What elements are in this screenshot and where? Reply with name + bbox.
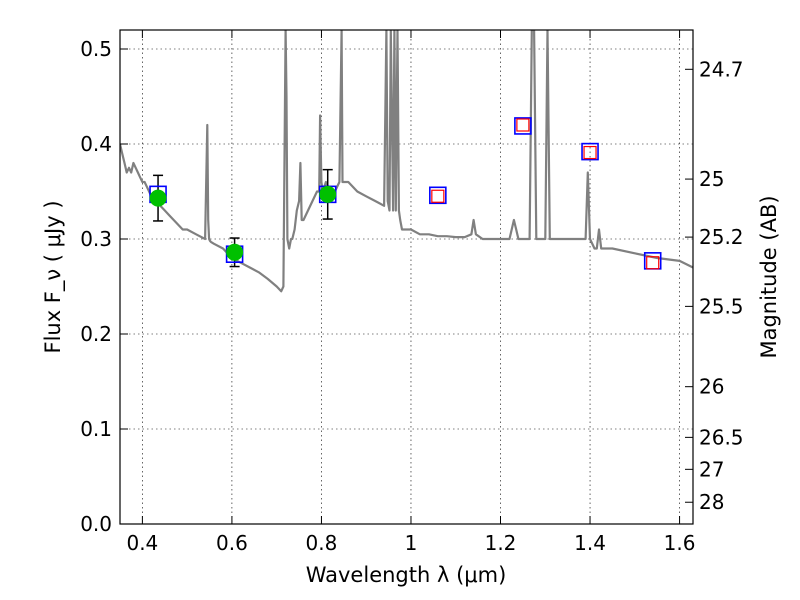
spectrum-layer	[120, 30, 693, 293]
observed-point	[319, 185, 337, 203]
marker-layer	[149, 117, 662, 270]
predicted-square-marker	[431, 189, 445, 203]
predicted-square-marker	[583, 145, 597, 160]
x-tick-label: 0.4	[126, 531, 158, 555]
template-square-marker	[581, 142, 599, 161]
mag-tick-label: 25.5	[699, 294, 744, 318]
y-tick-label: 0.4	[80, 132, 112, 156]
mag-tick-label: 28	[699, 490, 724, 514]
mag-tick-label: 26.5	[699, 425, 744, 449]
predicted-square-marker	[516, 118, 530, 132]
x-tick-label: 1.2	[485, 531, 517, 555]
template-square-marker	[429, 186, 447, 205]
x-tick-label: 1.4	[574, 531, 606, 555]
x-tick-label: 1.6	[664, 531, 696, 555]
spectrum-line	[120, 30, 693, 293]
mag-tick-label: 25.2	[699, 225, 744, 249]
observed-point	[149, 189, 167, 207]
y-tick-label: 0.0	[80, 512, 112, 536]
predicted-square-marker	[646, 256, 660, 270]
plot-frame	[119, 29, 694, 525]
x-tick-label: 0.8	[306, 531, 338, 555]
tick-layer: 0.4 0.6 0.8 1 1.2 1.4 1.6 0.0 0.1 0.2 0.3 0.4 0.5 24.…	[80, 30, 744, 555]
mag-tick-label: 24.7	[699, 57, 744, 81]
y-tick-label: 0.3	[80, 227, 112, 251]
grid	[120, 30, 693, 524]
template-square-marker	[514, 117, 532, 135]
observed-point	[226, 243, 244, 261]
mag-tick-label: 25	[699, 167, 724, 191]
y-tick-label: 0.1	[80, 417, 112, 441]
x-axis-label: Wavelength λ (μm)	[306, 563, 507, 587]
x-tick-label: 0.6	[216, 531, 248, 555]
mag-tick-label: 26	[699, 375, 724, 399]
x-tick-label: 1	[405, 531, 418, 555]
y-axis-label: Flux F_ν ( μJy )	[41, 200, 66, 353]
right-axis-label: Magnitude (AB)	[757, 195, 781, 358]
y-tick-label: 0.2	[80, 322, 112, 346]
mag-tick-label: 27	[699, 457, 724, 481]
y-tick-label: 0.5	[80, 37, 112, 61]
